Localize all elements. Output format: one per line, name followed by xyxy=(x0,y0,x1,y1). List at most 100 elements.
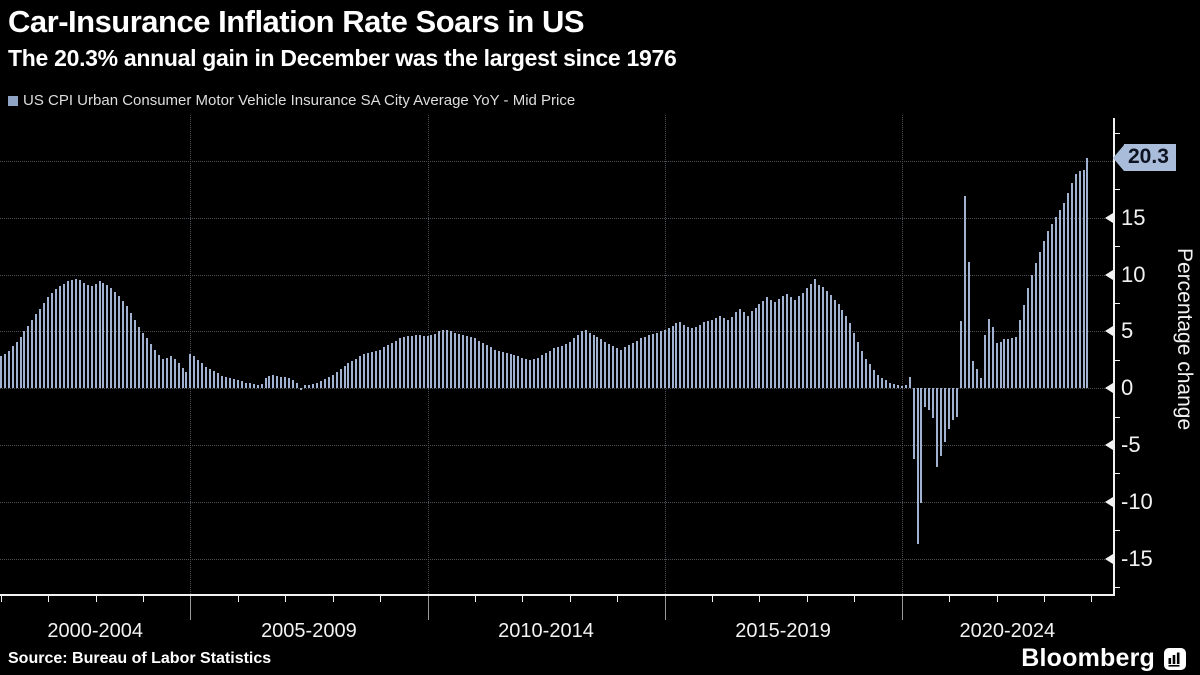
bar xyxy=(778,298,781,389)
bar xyxy=(296,382,299,389)
bar xyxy=(576,334,579,389)
bar xyxy=(817,284,820,389)
bar xyxy=(675,323,678,389)
bar xyxy=(936,388,939,467)
x-axis-major-tick xyxy=(664,596,666,620)
bar xyxy=(592,334,595,389)
bar xyxy=(1031,274,1034,389)
y-gridline xyxy=(0,274,1113,276)
bar xyxy=(821,287,824,389)
bar xyxy=(402,337,405,389)
bar xyxy=(999,341,1002,389)
bar xyxy=(738,308,741,389)
bar xyxy=(213,371,216,389)
x-axis-year-tick xyxy=(854,596,856,602)
bar xyxy=(857,341,860,389)
bar xyxy=(323,379,326,389)
bar xyxy=(138,326,140,389)
bar xyxy=(224,376,227,389)
legend: US CPI Urban Consumer Motor Vehicle Insu… xyxy=(8,92,575,109)
y-gridline xyxy=(0,501,1113,503)
bar xyxy=(568,341,571,389)
bar xyxy=(383,347,385,389)
bar xyxy=(1027,288,1030,389)
y-gridline xyxy=(0,161,1113,162)
bar xyxy=(596,337,599,389)
bar xyxy=(877,374,879,389)
bar xyxy=(525,358,528,389)
y-axis-major-tick xyxy=(1105,326,1113,337)
bar xyxy=(339,368,342,389)
bar xyxy=(529,359,532,389)
bar xyxy=(699,324,702,389)
x-axis-section-label: 2010-2014 xyxy=(498,620,594,642)
bar xyxy=(604,341,607,389)
bar xyxy=(734,312,737,389)
bar xyxy=(126,306,129,389)
bar xyxy=(620,349,623,389)
bar xyxy=(201,363,204,389)
bar xyxy=(110,288,113,389)
bar xyxy=(971,360,974,389)
y-axis-tick-label: 15 xyxy=(1121,204,1146,230)
x-axis-major-tick xyxy=(190,596,192,620)
bar xyxy=(643,337,646,389)
y-axis-tick-label: 0 xyxy=(1121,375,1134,401)
bar xyxy=(434,333,437,389)
bar xyxy=(797,296,800,389)
source-note: Source: Bureau of Labor Statistics xyxy=(8,650,272,667)
bar xyxy=(758,304,761,389)
bar xyxy=(86,284,89,389)
bar xyxy=(244,382,247,389)
y-axis-minor-tick xyxy=(1113,246,1120,248)
bar xyxy=(398,338,401,389)
bar xyxy=(975,368,978,389)
bar xyxy=(414,334,417,389)
bloomberg-wordmark: Bloomberg xyxy=(1021,644,1155,672)
bar xyxy=(268,375,271,389)
bar xyxy=(442,330,445,389)
x-axis-year-tick xyxy=(806,596,808,602)
bar xyxy=(884,380,887,389)
bar xyxy=(454,332,457,389)
x-axis-section-label: 2015-2019 xyxy=(735,620,831,642)
bar xyxy=(711,320,713,389)
bar xyxy=(873,370,875,389)
legend-series-label: US CPI Urban Consumer Motor Vehicle Insu… xyxy=(23,92,576,109)
bar xyxy=(43,303,46,389)
bar xyxy=(849,323,852,389)
bar xyxy=(655,332,658,389)
bar xyxy=(837,304,840,389)
bar xyxy=(62,283,65,389)
bar xyxy=(983,334,986,389)
bar xyxy=(51,292,54,389)
bar xyxy=(880,378,883,389)
bar xyxy=(600,339,603,389)
x-axis-section-label: 2005-2009 xyxy=(261,620,357,642)
bar xyxy=(450,331,453,389)
bar xyxy=(19,337,22,389)
bar xyxy=(410,335,413,389)
bar xyxy=(963,196,966,389)
bar xyxy=(545,353,547,389)
y-axis-minor-tick xyxy=(1113,132,1120,134)
bar xyxy=(624,347,627,389)
last-value-badge-text: 20.3 xyxy=(1124,144,1176,171)
bar xyxy=(7,350,10,389)
bar xyxy=(1011,338,1014,389)
bar xyxy=(260,383,263,389)
bar xyxy=(533,358,536,389)
bar xyxy=(944,388,947,442)
bar xyxy=(327,376,330,389)
bar xyxy=(679,322,682,389)
bar xyxy=(794,299,796,389)
bar xyxy=(256,384,259,389)
bar xyxy=(639,338,642,389)
bar xyxy=(647,334,650,389)
bar xyxy=(335,372,338,389)
x-axis-year-tick xyxy=(617,596,619,602)
x-axis-year-tick xyxy=(380,596,382,602)
bar xyxy=(948,388,951,430)
bar xyxy=(928,388,931,410)
bar xyxy=(189,354,192,389)
